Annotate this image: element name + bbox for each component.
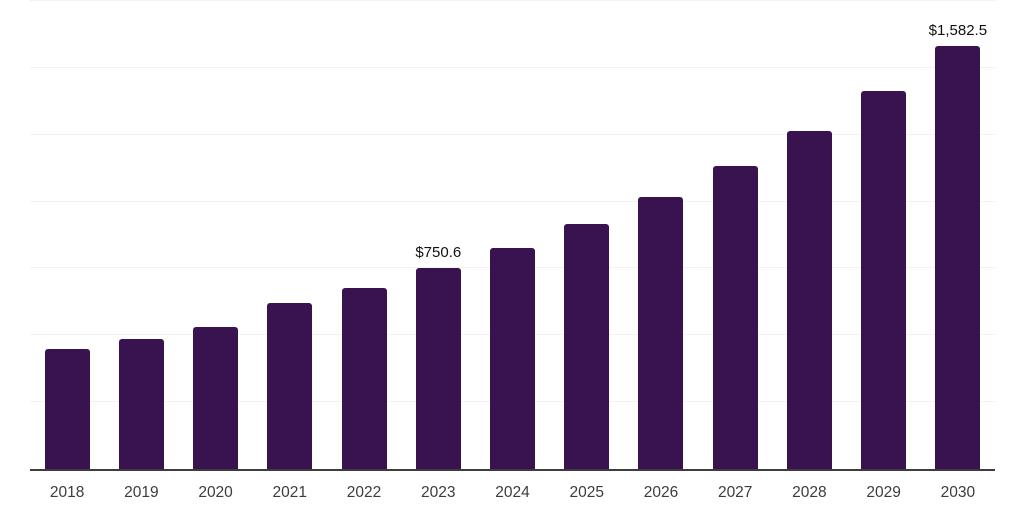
bar-2023[interactable] — [415, 268, 461, 469]
x-tick-2019: 2019 — [124, 484, 159, 501]
x-tick-2029: 2029 — [866, 484, 901, 501]
gridline-1500 — [30, 66, 995, 68]
bar-2024[interactable] — [490, 248, 535, 469]
bar-2030[interactable] — [935, 45, 981, 469]
plot-area: $750.6 $1,582.5 — [30, 0, 995, 471]
bar-2027[interactable] — [712, 166, 758, 469]
gridline-1250 — [30, 133, 995, 135]
bar-2022[interactable] — [341, 287, 387, 469]
x-tick-2022: 2022 — [346, 484, 382, 501]
x-tick-2027: 2027 — [717, 484, 753, 501]
bar-2021[interactable] — [267, 303, 313, 469]
x-tick-2025: 2025 — [569, 484, 604, 501]
x-tick-2020: 2020 — [198, 484, 233, 501]
bar-value-label-2030: $1,582.5 — [928, 21, 988, 39]
x-tick-2028: 2028 — [792, 484, 827, 501]
bar-2020[interactable] — [193, 327, 239, 469]
x-tick-2026: 2026 — [643, 484, 679, 501]
bar-2018[interactable] — [44, 349, 90, 469]
bar-2025[interactable] — [564, 223, 610, 469]
bar-2029[interactable] — [861, 90, 907, 469]
gridline-1000 — [30, 200, 995, 202]
x-tick-2021: 2021 — [272, 484, 308, 501]
x-tick-2018: 2018 — [49, 484, 85, 501]
bar-value-label-2023: $750.6 — [415, 244, 462, 262]
x-axis: 2018 2019 2020 2021 2022 2023 2024 2025 2026 2027… — [30, 471, 995, 512]
x-tick-2030: 2030 — [940, 484, 976, 501]
gridline-1750 — [30, 0, 995, 1]
bar-2026[interactable] — [638, 197, 684, 469]
bar-2019[interactable] — [118, 339, 164, 469]
x-tick-2024: 2024 — [495, 484, 530, 501]
x-tick-2023: 2023 — [421, 484, 456, 501]
bar-2028[interactable] — [786, 130, 832, 469]
